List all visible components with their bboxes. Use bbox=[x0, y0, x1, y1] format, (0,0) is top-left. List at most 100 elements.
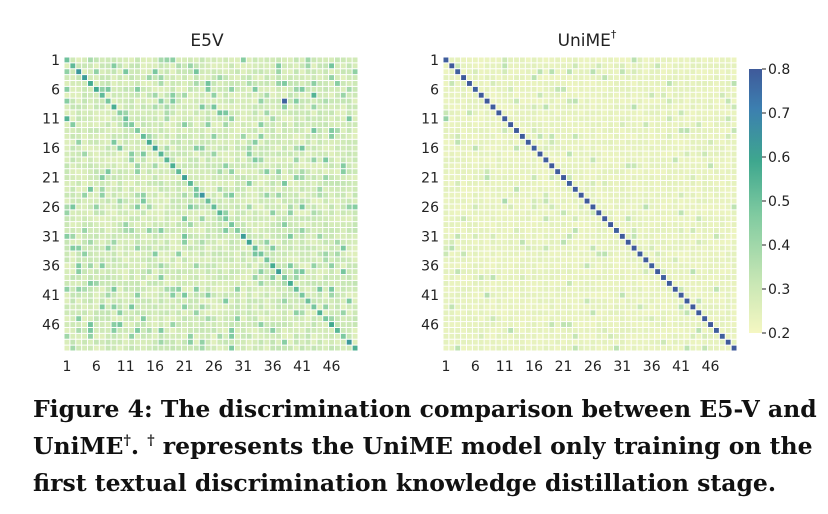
heatmap-cell bbox=[182, 269, 187, 275]
heatmap-cell bbox=[531, 275, 537, 280]
heatmap-cell bbox=[602, 86, 608, 92]
heatmap-cell bbox=[537, 222, 543, 228]
heatmap-cell bbox=[508, 316, 514, 322]
heatmap-unime-title-dagger: † bbox=[611, 28, 617, 41]
heatmap-cell bbox=[352, 257, 358, 263]
heatmap-cell bbox=[246, 157, 252, 163]
heatmap-cell bbox=[187, 263, 193, 269]
heatmap-cell bbox=[176, 251, 182, 257]
heatmap-cell bbox=[340, 157, 346, 163]
heatmap-cell bbox=[176, 86, 182, 92]
heatmap-cell bbox=[146, 104, 152, 110]
heatmap-cell bbox=[158, 75, 164, 81]
heatmap-cell bbox=[82, 239, 88, 245]
heatmap-cell bbox=[217, 275, 223, 280]
heatmap-cell bbox=[99, 104, 105, 110]
heatmap-cell bbox=[514, 257, 519, 263]
heatmap-cell bbox=[158, 122, 164, 128]
heatmap-cell bbox=[146, 310, 152, 316]
heatmap-cell bbox=[590, 222, 596, 228]
heatmap-cell bbox=[252, 333, 258, 339]
heatmap-cell bbox=[719, 280, 725, 286]
heatmap-cell bbox=[631, 228, 637, 233]
heatmap-cell bbox=[158, 269, 164, 275]
heatmap-cell bbox=[329, 192, 334, 198]
heatmap-e5v-cells bbox=[64, 57, 358, 351]
heatmap-cell bbox=[282, 69, 287, 75]
heatmap-cell bbox=[531, 251, 537, 257]
heatmap-cell bbox=[311, 75, 317, 81]
heatmap-cell bbox=[217, 133, 223, 139]
heatmap-cell bbox=[472, 327, 478, 333]
heatmap-cell bbox=[543, 92, 549, 98]
heatmap-cell bbox=[140, 192, 146, 198]
heatmap-cell bbox=[725, 92, 731, 98]
heatmap-cell bbox=[334, 263, 340, 269]
heatmap-cell bbox=[731, 98, 737, 104]
heatmap-cell bbox=[270, 286, 276, 292]
heatmap-cell bbox=[525, 169, 531, 175]
heatmap-cell bbox=[590, 128, 596, 133]
heatmap-cell bbox=[152, 339, 158, 345]
heatmap-cell bbox=[543, 116, 549, 122]
heatmap-cell bbox=[270, 63, 276, 69]
heatmap-cell bbox=[135, 69, 140, 75]
heatmap-cell bbox=[323, 133, 329, 139]
heatmap-cell bbox=[129, 110, 135, 116]
heatmap-cell bbox=[240, 228, 246, 233]
heatmap-cell bbox=[478, 333, 484, 339]
heatmap-cell bbox=[182, 275, 187, 280]
heatmap-cell bbox=[484, 81, 490, 86]
heatmap-cell bbox=[561, 280, 566, 286]
heatmap-cell bbox=[88, 269, 93, 275]
heatmap-cell bbox=[643, 139, 649, 145]
heatmap-cell bbox=[287, 86, 293, 92]
heatmap-cell bbox=[258, 75, 264, 81]
heatmap-cell bbox=[525, 157, 531, 163]
heatmap-cell bbox=[549, 104, 555, 110]
heatmap-cell bbox=[584, 222, 590, 228]
heatmap-cell bbox=[235, 310, 240, 316]
heatmap-cell bbox=[531, 204, 537, 210]
heatmap-cell bbox=[631, 81, 637, 86]
heatmap-cell bbox=[305, 322, 311, 327]
heatmap-cell bbox=[235, 198, 240, 204]
heatmap-cell bbox=[514, 57, 519, 63]
heatmap-cell bbox=[608, 110, 614, 116]
heatmap-cell bbox=[519, 198, 525, 204]
heatmap-cell bbox=[334, 57, 340, 63]
heatmap-cell bbox=[217, 186, 223, 192]
heatmap-cell bbox=[655, 163, 661, 169]
heatmap-cell bbox=[323, 304, 329, 310]
heatmap-cell bbox=[182, 139, 187, 145]
heatmap-cell bbox=[205, 122, 211, 128]
heatmap-cell bbox=[625, 310, 631, 316]
heatmap-cell bbox=[99, 180, 105, 186]
heatmap-cell bbox=[596, 228, 602, 233]
heatmap-cell bbox=[502, 98, 508, 104]
heatmap-cell bbox=[187, 139, 193, 145]
heatmap-cell bbox=[708, 139, 713, 145]
heatmap-cell bbox=[649, 128, 655, 133]
heatmap-cell bbox=[276, 104, 282, 110]
heatmap-cell bbox=[199, 163, 205, 169]
heatmap-cell bbox=[329, 186, 334, 192]
heatmap-cell bbox=[311, 204, 317, 210]
heatmap-cell bbox=[340, 280, 346, 286]
heatmap-cell bbox=[443, 198, 449, 204]
heatmap-cell bbox=[82, 151, 88, 157]
heatmap-cell bbox=[719, 81, 725, 86]
heatmap-cell bbox=[346, 122, 352, 128]
heatmap-cell bbox=[334, 63, 340, 69]
heatmap-cell bbox=[572, 122, 578, 128]
heatmap-cell bbox=[655, 69, 661, 75]
heatmap-cell bbox=[490, 63, 496, 69]
heatmap-cell bbox=[672, 169, 678, 175]
heatmap-cell bbox=[725, 86, 731, 92]
heatmap-cell bbox=[561, 316, 566, 322]
heatmap-cell bbox=[252, 116, 258, 122]
heatmap-cell bbox=[170, 210, 176, 216]
heatmap-cell bbox=[484, 304, 490, 310]
heatmap-cell bbox=[649, 257, 655, 263]
y-tick-label: 31 bbox=[42, 229, 60, 245]
